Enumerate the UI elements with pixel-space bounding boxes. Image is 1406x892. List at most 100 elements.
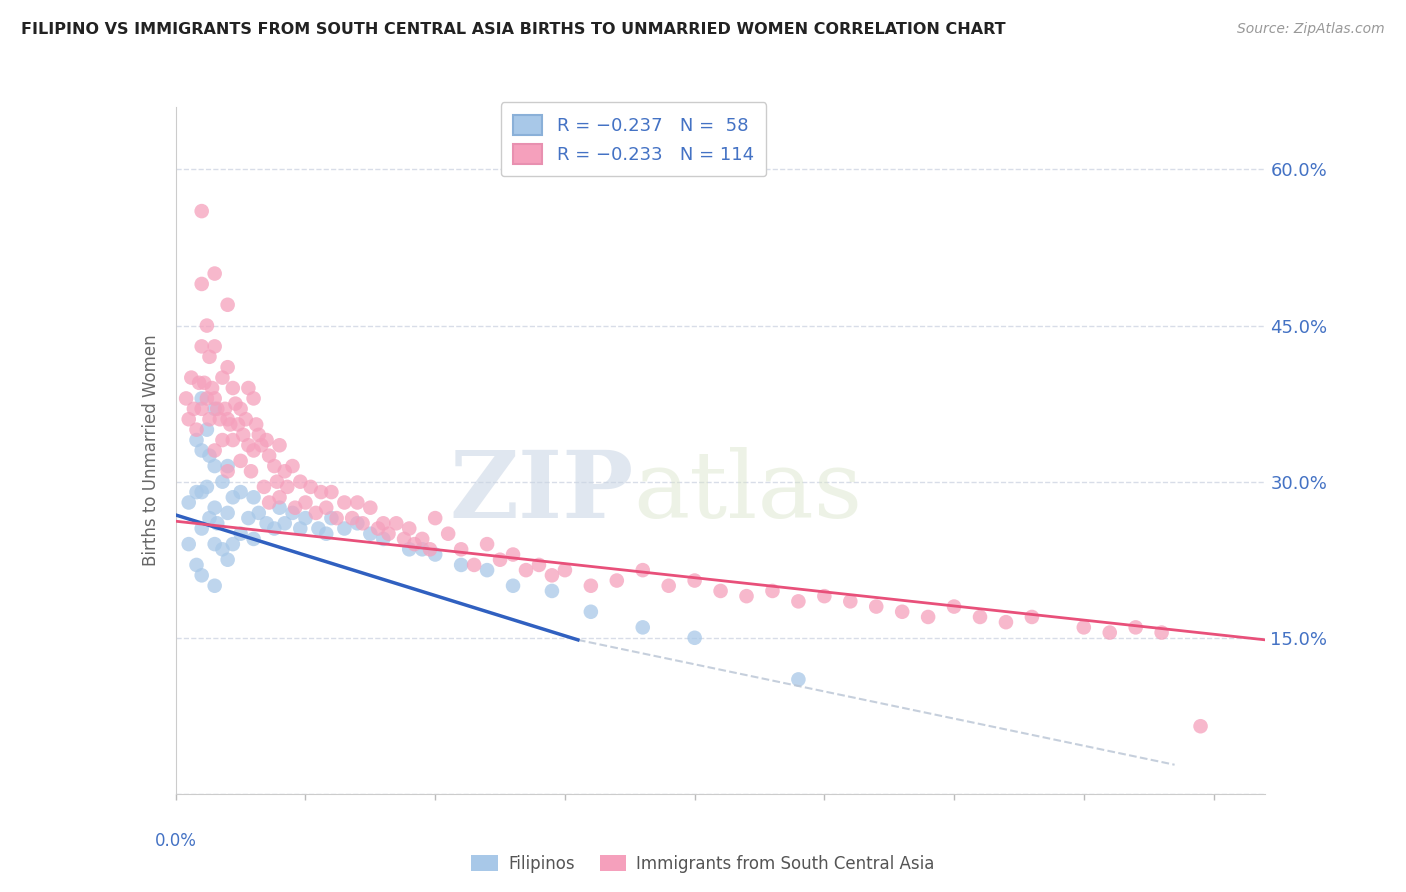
Point: [450, 558, 472, 572]
Point: [315, 526, 337, 541]
Point: [1098, 625, 1121, 640]
Point: [217, 506, 239, 520]
Point: [299, 480, 322, 494]
Point: [247, 506, 270, 520]
Point: [238, 511, 260, 525]
Point: [217, 298, 239, 312]
Point: [204, 458, 226, 473]
Point: [235, 412, 257, 426]
Point: [527, 558, 550, 572]
Point: [425, 548, 447, 562]
Point: [631, 563, 654, 577]
Point: [188, 376, 211, 390]
Point: [219, 417, 242, 432]
Point: [274, 516, 297, 531]
Point: [419, 542, 441, 557]
Point: [290, 521, 312, 535]
Point: [631, 620, 654, 634]
Point: [177, 495, 200, 509]
Point: [226, 417, 249, 432]
Point: [186, 433, 208, 447]
Point: [377, 526, 399, 541]
Point: [211, 370, 233, 384]
Point: [242, 392, 264, 406]
Point: [579, 579, 602, 593]
Point: [242, 443, 264, 458]
Point: [325, 511, 347, 525]
Point: [294, 511, 316, 525]
Point: [281, 458, 304, 473]
Point: [180, 370, 202, 384]
Point: [238, 381, 260, 395]
Point: [994, 615, 1017, 630]
Point: [217, 412, 239, 426]
Point: [1073, 620, 1095, 634]
Point: [207, 516, 229, 531]
Point: [541, 568, 564, 582]
Y-axis label: Births to Unmarried Women: Births to Unmarried Women: [142, 334, 160, 566]
Point: [253, 480, 276, 494]
Point: [229, 526, 252, 541]
Point: [190, 443, 212, 458]
Point: [385, 516, 408, 531]
Point: [411, 532, 433, 546]
Point: [554, 563, 576, 577]
Point: [359, 526, 381, 541]
Point: [284, 500, 307, 515]
Point: [346, 495, 368, 509]
Point: [515, 563, 537, 577]
Point: [787, 673, 810, 687]
Point: [340, 511, 363, 525]
Point: [404, 537, 426, 551]
Point: [177, 537, 200, 551]
Point: [190, 401, 212, 416]
Point: [190, 568, 212, 582]
Point: [232, 428, 254, 442]
Point: [290, 475, 312, 489]
Point: [1021, 610, 1043, 624]
Point: [269, 438, 291, 452]
Point: [195, 392, 218, 406]
Point: [247, 428, 270, 442]
Point: [735, 589, 758, 603]
Point: [437, 526, 460, 541]
Point: [398, 521, 420, 535]
Point: [211, 433, 233, 447]
Point: [333, 521, 356, 535]
Point: [211, 542, 233, 557]
Point: [475, 563, 498, 577]
Point: [204, 579, 226, 593]
Point: [1125, 620, 1147, 634]
Point: [190, 485, 212, 500]
Point: [195, 480, 218, 494]
Point: [240, 464, 263, 478]
Point: [315, 500, 337, 515]
Point: [373, 532, 395, 546]
Point: [198, 412, 221, 426]
Point: [242, 491, 264, 505]
Point: [222, 537, 245, 551]
Point: [217, 360, 239, 375]
Point: [541, 583, 564, 598]
Point: [359, 500, 381, 515]
Point: [891, 605, 914, 619]
Point: [204, 443, 226, 458]
Point: [450, 542, 472, 557]
Point: [398, 542, 420, 557]
Point: [969, 610, 991, 624]
Point: [263, 521, 285, 535]
Point: [813, 589, 835, 603]
Point: [190, 392, 212, 406]
Point: [229, 454, 252, 468]
Point: [204, 500, 226, 515]
Text: 0.0%: 0.0%: [155, 831, 197, 850]
Point: [204, 392, 226, 406]
Point: [1189, 719, 1212, 733]
Point: [658, 579, 681, 593]
Point: [392, 532, 415, 546]
Text: Source: ZipAtlas.com: Source: ZipAtlas.com: [1237, 22, 1385, 37]
Point: [502, 579, 524, 593]
Point: [217, 552, 239, 567]
Point: [183, 401, 205, 416]
Point: [425, 511, 447, 525]
